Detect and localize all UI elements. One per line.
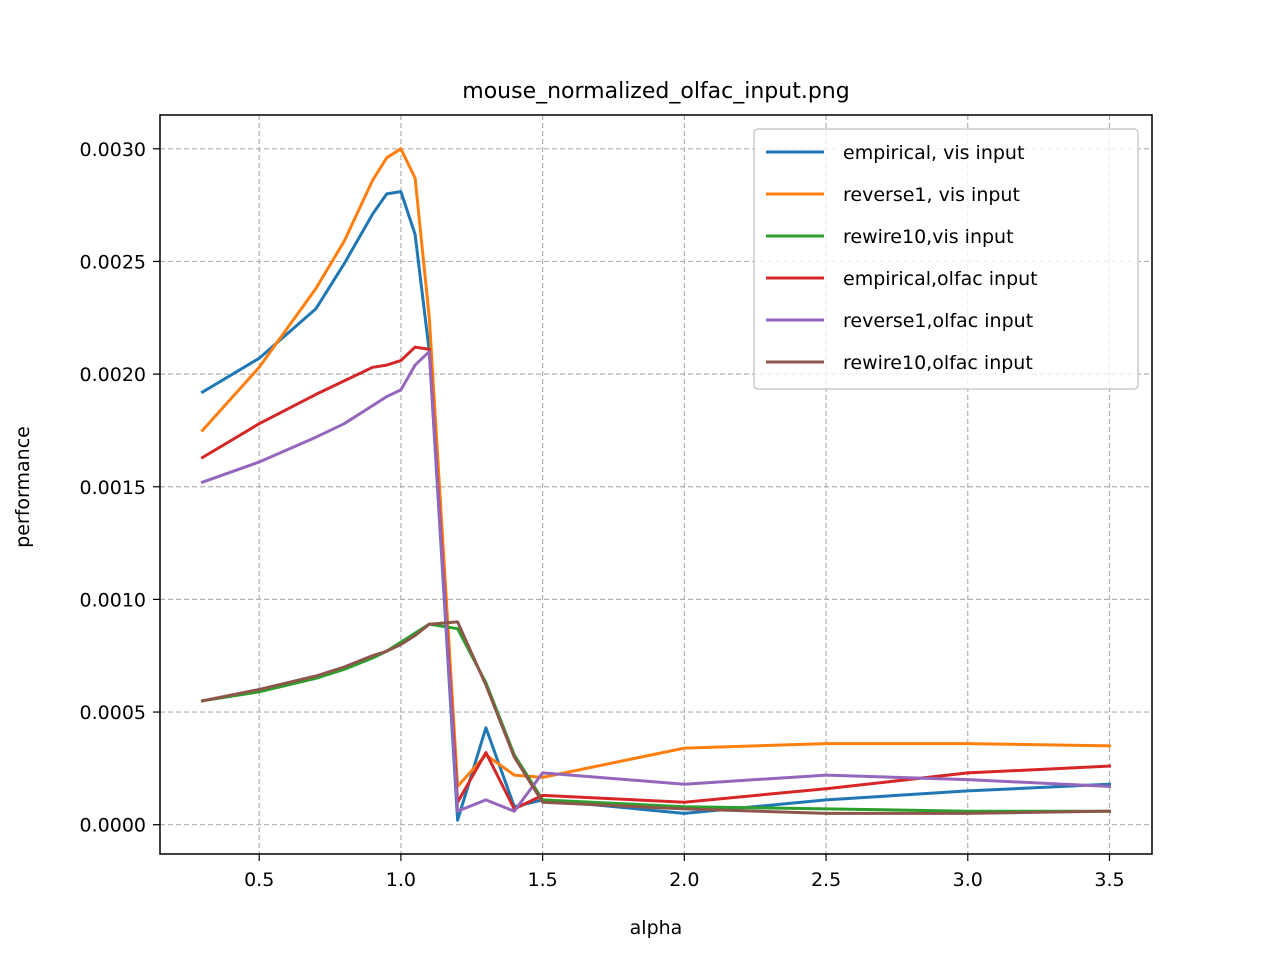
legend-items: empirical, vis input reverse1, vis input r… xyxy=(766,142,1038,374)
x-tick-label: 0.5 xyxy=(244,869,274,891)
x-tick-label: 2.5 xyxy=(811,869,841,891)
legend-label: reverse1, vis input xyxy=(843,184,1020,206)
legend: empirical, vis input reverse1, vis input r… xyxy=(753,128,1139,390)
y-tick-label: 0.0005 xyxy=(80,702,146,724)
legend-label: empirical, vis input xyxy=(843,142,1024,164)
series-lines xyxy=(200,147,1112,822)
legend-label: reverse1,olfac input xyxy=(843,310,1033,332)
y-tick-label: 0.0020 xyxy=(80,364,146,386)
series-line xyxy=(200,147,1112,788)
plot-area-frame xyxy=(159,114,1153,855)
legend-box xyxy=(753,128,1139,390)
y-tick-label: 0.0025 xyxy=(80,251,146,273)
x-tick-label: 3.5 xyxy=(1094,869,1124,891)
series-line xyxy=(200,350,1112,813)
y-tick-label: 0.0030 xyxy=(80,139,146,161)
legend-label: rewire10,vis input xyxy=(843,226,1014,248)
y-tick-label: 0.0015 xyxy=(80,477,146,499)
x-axis-label: alpha xyxy=(630,917,683,939)
series-line xyxy=(200,345,1112,811)
chart-title: mouse_normalized_olfac_input.png xyxy=(462,79,849,104)
y-axis-label: performance xyxy=(12,426,34,548)
legend-label: empirical,olfac input xyxy=(843,268,1038,290)
x-tick-label: 3.0 xyxy=(953,869,983,891)
grid xyxy=(160,115,1152,854)
legend-label: rewire10,olfac input xyxy=(843,352,1033,374)
x-tick-label: 1.5 xyxy=(528,869,558,891)
y-tick-label: 0.0000 xyxy=(80,815,146,837)
y-tick-label: 0.0010 xyxy=(80,589,146,611)
series-line xyxy=(200,620,1112,815)
x-tick-label: 1.0 xyxy=(386,869,416,891)
axis-ticks: 0.5 1.0 1.5 2.0 2.5 3.0 3.5 0.0000 0.0005 0.0010 0… xyxy=(80,139,1125,891)
x-tick-label: 2.0 xyxy=(669,869,699,891)
